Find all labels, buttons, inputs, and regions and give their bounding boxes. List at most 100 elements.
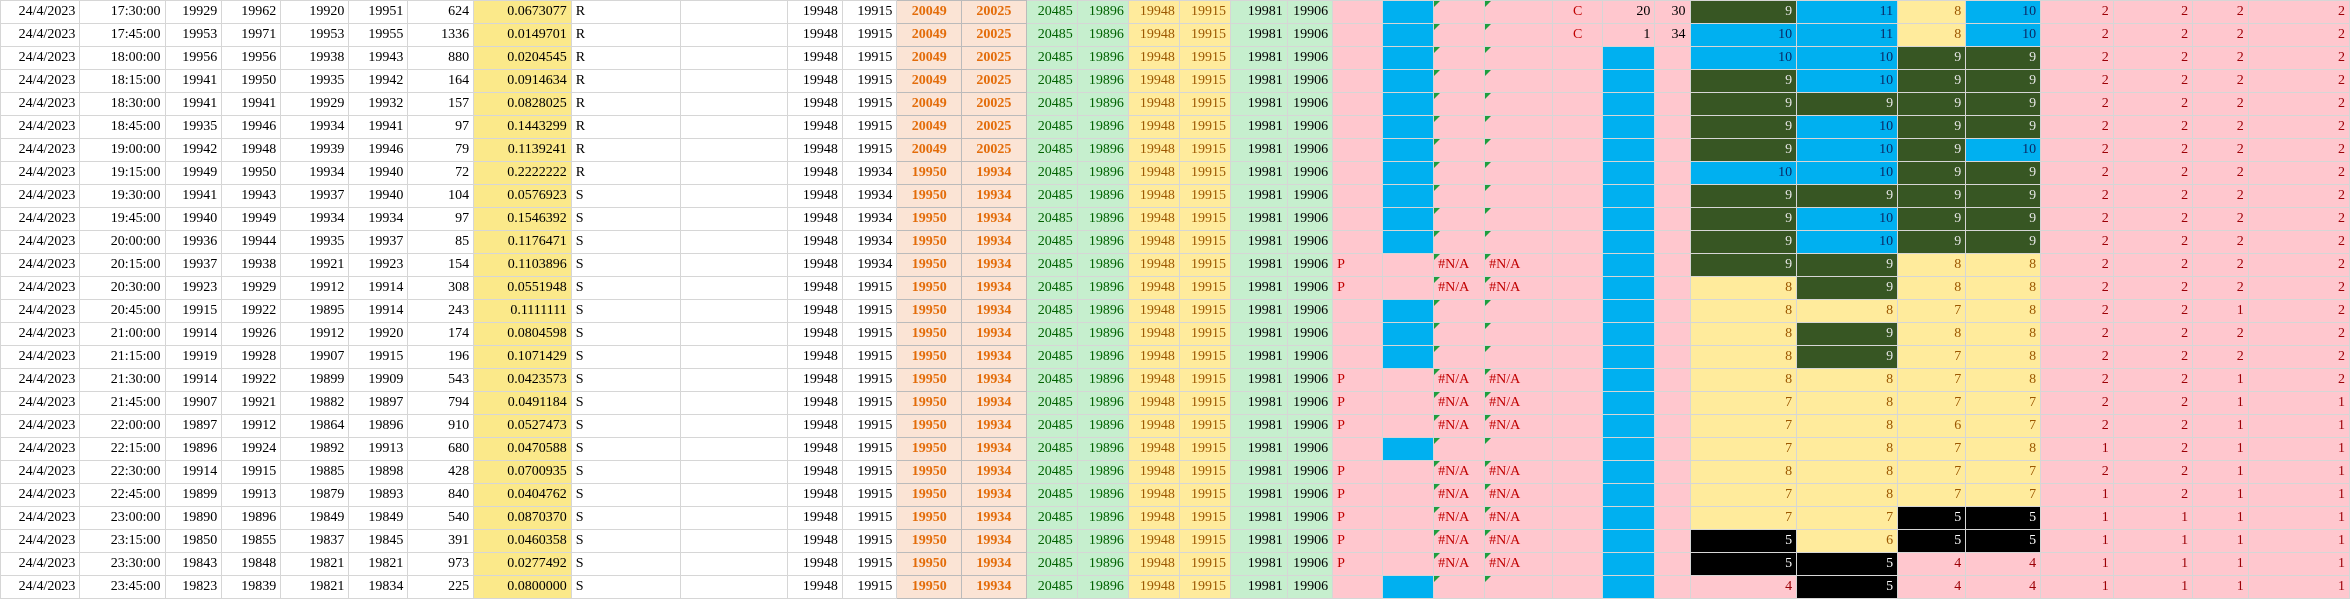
- cell-score-d[interactable]: 7: [1965, 483, 2042, 507]
- cell-level-1[interactable]: 19948: [787, 161, 843, 185]
- cell-count-2[interactable]: [1654, 46, 1691, 70]
- cell-score-d[interactable]: 10: [1965, 138, 2042, 162]
- cell-yellow-1[interactable]: 19948: [1127, 46, 1180, 70]
- cell-green-4[interactable]: 19906: [1286, 253, 1334, 277]
- cell-e-2[interactable]: 2: [2112, 92, 2194, 116]
- cell-volume[interactable]: 794: [407, 391, 475, 415]
- cell-pink-empty[interactable]: [1382, 460, 1435, 484]
- cell-e-1[interactable]: 2: [2040, 345, 2114, 369]
- cell-yellow-1[interactable]: 19948: [1127, 161, 1180, 185]
- cell-open[interactable]: 19896: [164, 437, 223, 461]
- cell-low[interactable]: 19912: [280, 276, 350, 300]
- cell-yellow-1[interactable]: 19948: [1127, 276, 1180, 300]
- cell-yellow-1[interactable]: 19948: [1127, 23, 1180, 47]
- cell-pink-empty[interactable]: [1382, 437, 1435, 461]
- cell-yellow-1[interactable]: 19948: [1127, 552, 1180, 576]
- cell-score-c[interactable]: 7: [1897, 391, 1967, 415]
- cell-level-1[interactable]: 19948: [787, 391, 843, 415]
- cell-e-4[interactable]: 2: [2247, 276, 2350, 300]
- cell-score-c[interactable]: 8: [1897, 322, 1967, 346]
- cell-time[interactable]: 21:45:00: [79, 391, 166, 415]
- cell-time[interactable]: 20:45:00: [79, 299, 166, 323]
- cell-orange-1[interactable]: 19950: [896, 506, 963, 530]
- cell-level-2[interactable]: 19915: [841, 23, 898, 47]
- cell-open[interactable]: 19823: [164, 575, 223, 599]
- cell-count-2[interactable]: [1654, 414, 1691, 438]
- cell-ratio[interactable]: 0.1139241: [473, 138, 572, 162]
- cell-green-2[interactable]: 19896: [1076, 368, 1129, 392]
- cell-c-flag[interactable]: [1552, 506, 1604, 530]
- cell-orange-2[interactable]: 19934: [961, 253, 1027, 277]
- cell-na-2[interactable]: #N/A: [1484, 253, 1554, 277]
- cell-ratio[interactable]: 0.0460358: [473, 529, 572, 553]
- cell-orange-1[interactable]: 20049: [896, 46, 963, 70]
- cell-na-1[interactable]: [1433, 230, 1486, 254]
- cell-score-a[interactable]: 7: [1689, 483, 1798, 507]
- cell-level-1[interactable]: 19948: [787, 92, 843, 116]
- cell-na-1[interactable]: #N/A: [1433, 276, 1486, 300]
- cell-high[interactable]: 19848: [221, 552, 282, 576]
- cell-na-1[interactable]: #N/A: [1433, 253, 1486, 277]
- cell-ratio[interactable]: 0.0404762: [473, 483, 572, 507]
- cell-time[interactable]: 21:00:00: [79, 322, 166, 346]
- cell-yellow-2[interactable]: 19915: [1178, 483, 1231, 507]
- cell-green-4[interactable]: 19906: [1286, 414, 1334, 438]
- cell-open[interactable]: 19953: [164, 23, 223, 47]
- cell-score-c[interactable]: 9: [1897, 161, 1967, 185]
- cell-green-2[interactable]: 19896: [1076, 552, 1129, 576]
- cell-flag[interactable]: S: [570, 184, 681, 208]
- cell-e-3[interactable]: 1: [2192, 575, 2249, 599]
- cell-green-1[interactable]: 20485: [1025, 161, 1078, 185]
- cell-e-1[interactable]: 2: [2040, 115, 2114, 139]
- cell-pink-empty[interactable]: [1382, 276, 1435, 300]
- cell-e-4[interactable]: 2: [2247, 161, 2350, 185]
- cell-empty[interactable]: [679, 414, 789, 438]
- cell-yellow-1[interactable]: 19948: [1127, 92, 1180, 116]
- cell-score-a[interactable]: 8: [1689, 345, 1798, 369]
- cell-date[interactable]: 24/4/2023: [0, 92, 81, 116]
- cell-e-2[interactable]: 2: [2112, 368, 2194, 392]
- cell-pink-empty[interactable]: [1382, 46, 1435, 70]
- cell-green-4[interactable]: 19906: [1286, 115, 1334, 139]
- cell-green-4[interactable]: 19906: [1286, 276, 1334, 300]
- cell-e-4[interactable]: 1: [2247, 460, 2350, 484]
- cell-yellow-2[interactable]: 19915: [1178, 138, 1231, 162]
- cell-green-4[interactable]: 19906: [1286, 92, 1334, 116]
- cell-open[interactable]: 19941: [164, 69, 223, 93]
- cell-time[interactable]: 21:15:00: [79, 345, 166, 369]
- cell-e-4[interactable]: 2: [2247, 322, 2350, 346]
- cell-score-d[interactable]: 10: [1965, 23, 2042, 47]
- cell-orange-2[interactable]: 19934: [961, 276, 1027, 300]
- cell-open[interactable]: 19843: [164, 552, 223, 576]
- cell-date[interactable]: 24/4/2023: [0, 483, 81, 507]
- cell-low[interactable]: 19899: [280, 368, 350, 392]
- cell-yellow-2[interactable]: 19915: [1178, 46, 1231, 70]
- cell-na-2[interactable]: #N/A: [1484, 414, 1554, 438]
- cell-empty[interactable]: [679, 230, 789, 254]
- cell-open[interactable]: 19937: [164, 253, 223, 277]
- cell-e-1[interactable]: 1: [2040, 483, 2114, 507]
- cell-flag[interactable]: R: [570, 46, 681, 70]
- cell-e-4[interactable]: 1: [2247, 506, 2350, 530]
- cell-date[interactable]: 24/4/2023: [0, 414, 81, 438]
- cell-ratio[interactable]: 0.1176471: [473, 230, 572, 254]
- cell-score-d[interactable]: 7: [1965, 460, 2042, 484]
- cell-volume[interactable]: 157: [407, 92, 475, 116]
- cell-score-d[interactable]: 9: [1965, 115, 2042, 139]
- cell-flag[interactable]: S: [570, 391, 681, 415]
- cell-green-4[interactable]: 19906: [1286, 184, 1334, 208]
- cell-e-4[interactable]: 1: [2247, 529, 2350, 553]
- cell-p-flag[interactable]: [1332, 345, 1384, 369]
- cell-na-2[interactable]: [1484, 115, 1554, 139]
- cell-orange-2[interactable]: 20025: [961, 23, 1027, 47]
- cell-low[interactable]: 19821: [280, 552, 350, 576]
- cell-na-2[interactable]: [1484, 207, 1554, 231]
- cell-count-2[interactable]: [1654, 460, 1691, 484]
- cell-e-3[interactable]: 2: [2192, 138, 2249, 162]
- cell-time[interactable]: 22:00:00: [79, 414, 166, 438]
- cell-pink-empty[interactable]: [1382, 115, 1435, 139]
- cell-empty[interactable]: [679, 184, 789, 208]
- cell-green-2[interactable]: 19896: [1076, 276, 1129, 300]
- cell-count-2[interactable]: [1654, 437, 1691, 461]
- cell-ratio[interactable]: 0.0870370: [473, 506, 572, 530]
